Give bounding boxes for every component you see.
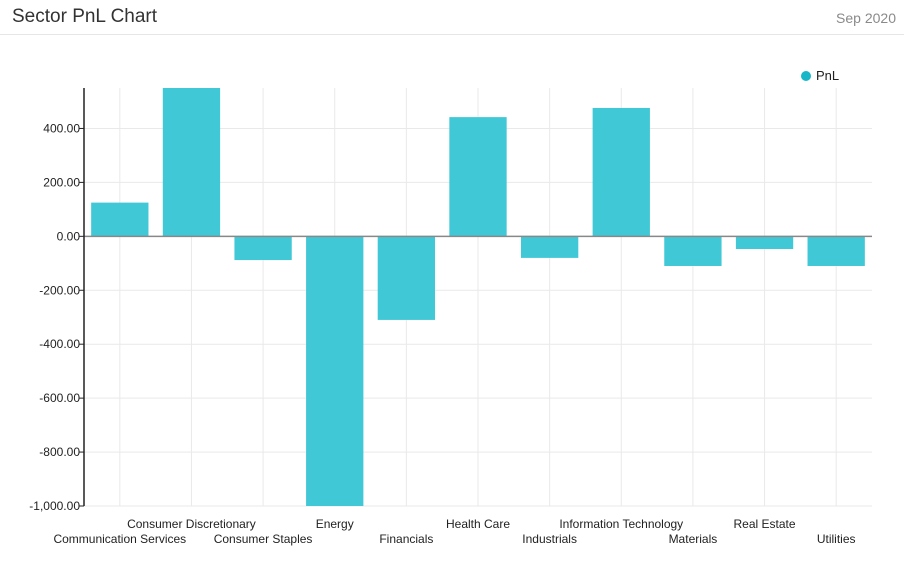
chart-header: Sector PnL Chart Sep 2020 — [0, 0, 904, 35]
legend-series-label: PnL — [816, 68, 839, 83]
x-category-label: Information Technology — [559, 517, 683, 531]
y-tick-label: 200.00 — [43, 175, 80, 189]
chart-date: Sep 2020 — [836, 10, 896, 26]
x-category-label: Utilities — [817, 532, 856, 546]
y-tick-label: -1,000.00 — [29, 499, 80, 513]
legend[interactable]: PnL — [801, 68, 839, 83]
legend-series-dot — [801, 71, 811, 81]
x-category-label: Consumer Discretionary — [127, 517, 256, 531]
bar-energy[interactable] — [306, 236, 364, 507]
y-tick-label: -800.00 — [39, 445, 80, 459]
x-category-label: Industrials — [522, 532, 577, 546]
chart-title: Sector PnL Chart — [12, 6, 158, 27]
x-category-label: Health Care — [446, 517, 510, 531]
bar-industrials[interactable] — [520, 236, 579, 258]
y-tick-label: 0.00 — [57, 229, 81, 243]
bar-financials[interactable] — [377, 236, 436, 320]
x-category-label: Materials — [669, 532, 718, 546]
bar-health-care[interactable] — [449, 117, 507, 237]
y-tick-label: 400.00 — [43, 121, 80, 135]
y-tick-label: -600.00 — [39, 391, 80, 405]
axis-layer: 400.00 200.00 0.00 -200.00 -400.00 -600.00 -80… — [29, 88, 872, 546]
bar-information-technology[interactable] — [592, 107, 650, 237]
bar-consumer-staples[interactable] — [234, 236, 292, 261]
bar-materials[interactable] — [664, 236, 722, 266]
bar-layer — [91, 88, 865, 507]
y-tick-label: -200.00 — [39, 283, 80, 297]
bar-real-estate[interactable] — [735, 236, 794, 249]
bar-consumer-discretionary[interactable] — [162, 88, 221, 237]
x-category-label: Financials — [379, 532, 433, 546]
x-category-label: Real Estate — [734, 517, 796, 531]
y-tick-label: -400.00 — [39, 337, 80, 351]
x-category-label: Energy — [316, 517, 354, 531]
x-category-label: Communication Services — [53, 532, 186, 546]
bar-communication-services[interactable] — [91, 202, 149, 237]
bar-utilities[interactable] — [807, 236, 865, 266]
x-category-label: Consumer Staples — [214, 532, 313, 546]
